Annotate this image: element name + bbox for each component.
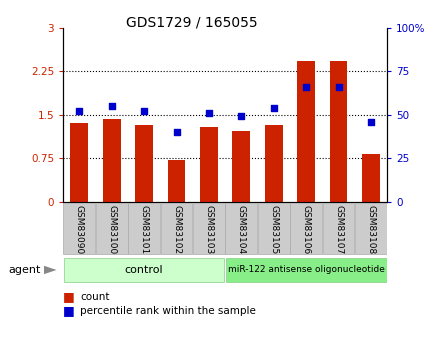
Bar xyxy=(225,258,386,282)
Text: GSM83104: GSM83104 xyxy=(236,205,245,254)
Bar xyxy=(128,203,160,254)
Bar xyxy=(322,203,354,254)
Text: percentile rank within the sample: percentile rank within the sample xyxy=(80,306,256,315)
Bar xyxy=(193,203,224,254)
Bar xyxy=(102,119,120,202)
Bar xyxy=(289,203,321,254)
Bar xyxy=(135,125,153,202)
Point xyxy=(270,105,276,110)
Point xyxy=(302,84,309,90)
Text: GSM83108: GSM83108 xyxy=(365,205,375,254)
Text: count: count xyxy=(80,292,110,302)
Point xyxy=(173,129,180,135)
Text: GSM83103: GSM83103 xyxy=(204,205,213,254)
Bar xyxy=(160,203,192,254)
Text: agent: agent xyxy=(9,265,41,275)
Point xyxy=(76,108,82,114)
Bar xyxy=(296,61,314,202)
Polygon shape xyxy=(43,266,56,274)
Bar xyxy=(329,61,347,202)
Text: GSM83107: GSM83107 xyxy=(333,205,342,254)
Bar xyxy=(95,203,127,254)
Point xyxy=(140,108,147,114)
Text: ■: ■ xyxy=(63,290,75,303)
Bar xyxy=(63,258,224,282)
Point xyxy=(367,119,374,125)
Bar xyxy=(200,128,217,202)
Text: GSM83102: GSM83102 xyxy=(171,205,181,254)
Point xyxy=(237,114,244,119)
Text: GSM83090: GSM83090 xyxy=(75,205,84,254)
Point xyxy=(334,84,341,90)
Text: GSM83105: GSM83105 xyxy=(269,205,278,254)
Text: GSM83106: GSM83106 xyxy=(301,205,310,254)
Point xyxy=(205,110,212,116)
Text: GSM83101: GSM83101 xyxy=(139,205,148,254)
Text: control: control xyxy=(125,265,163,275)
Bar xyxy=(257,203,289,254)
Bar xyxy=(70,124,88,202)
Bar xyxy=(63,203,95,254)
Bar xyxy=(232,131,250,202)
Bar xyxy=(167,160,185,202)
Bar xyxy=(225,203,256,254)
Point xyxy=(108,103,115,109)
Bar xyxy=(264,125,282,202)
Text: GSM83100: GSM83100 xyxy=(107,205,116,254)
Bar xyxy=(361,154,379,202)
Text: ■: ■ xyxy=(63,304,75,317)
Bar xyxy=(354,203,386,254)
Text: GDS1729 / 165055: GDS1729 / 165055 xyxy=(125,16,256,30)
Text: miR-122 antisense oligonucleotide: miR-122 antisense oligonucleotide xyxy=(227,265,384,275)
